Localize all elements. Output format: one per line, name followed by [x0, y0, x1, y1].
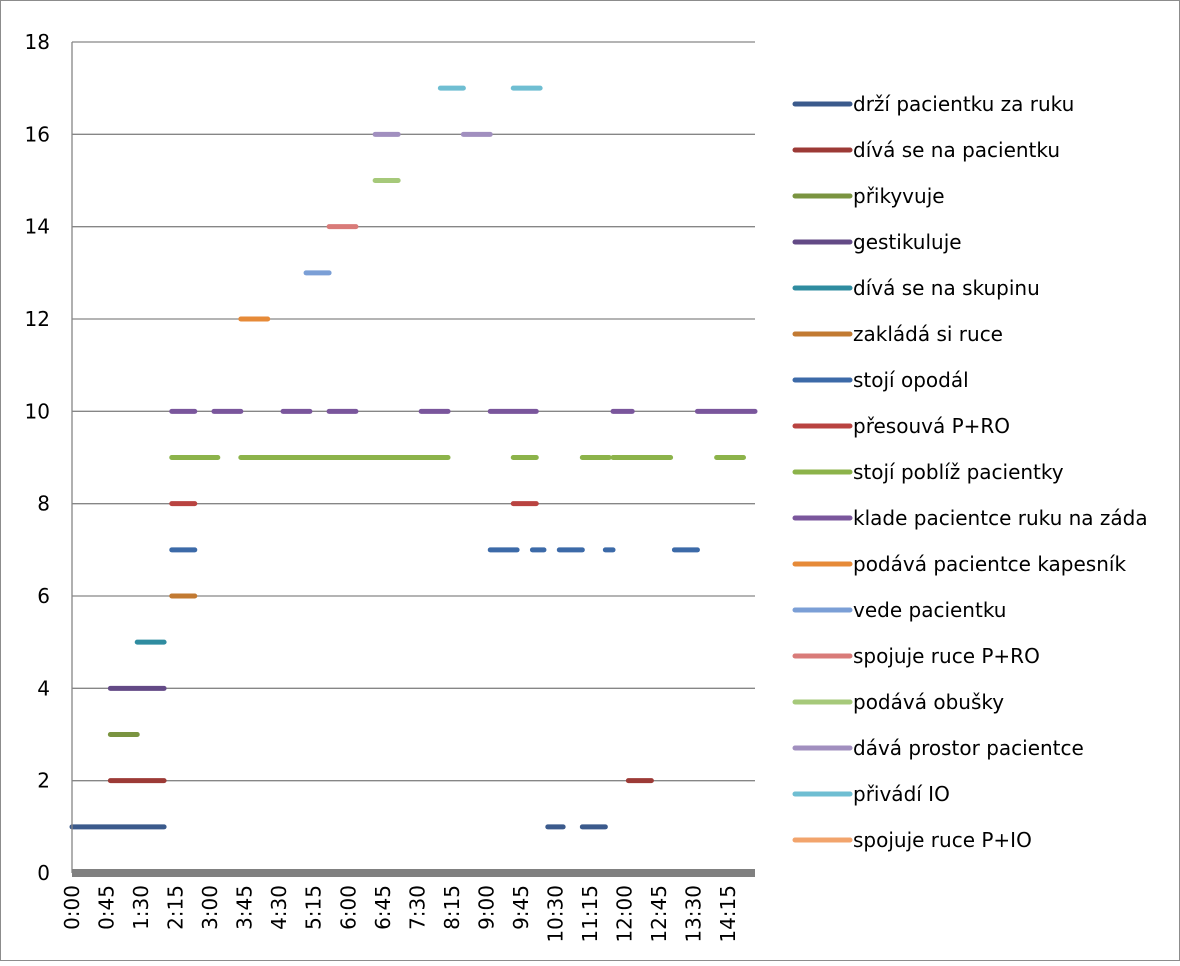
legend-label: spojuje ruce P+RO: [853, 644, 1040, 668]
y-tick-label: 10: [25, 399, 50, 423]
x-tick-label: 0:00: [60, 885, 84, 930]
x-tick-label: 5:15: [302, 885, 326, 930]
legend-label: podává pacientce kapesník: [853, 552, 1126, 576]
y-tick-label: 8: [37, 492, 50, 516]
x-tick-label: 9:45: [509, 885, 533, 930]
legend-label: drží pacientku za ruku: [853, 92, 1074, 116]
x-tick-label: 8:15: [440, 885, 464, 930]
x-tick-label: 10:30: [543, 885, 567, 943]
legend-label: stojí poblíž pacientky: [853, 460, 1064, 484]
legend-label: klade pacientce ruku na záda: [853, 506, 1148, 530]
legend-label: spojuje ruce P+IO: [853, 828, 1032, 852]
x-tick-label: 6:45: [371, 885, 395, 930]
x-tick-label: 7:30: [405, 885, 429, 930]
legend-label: dívá se na skupinu: [853, 276, 1040, 300]
x-tick-label: 14:15: [716, 885, 740, 943]
y-tick-label: 0: [37, 861, 50, 885]
x-tick-label: 2:15: [164, 885, 188, 930]
legend-label: zakládá si ruce: [853, 322, 1003, 346]
legend: drží pacientku za ruku dívá se na pacient…: [792, 92, 1148, 852]
x-axis-line: [72, 869, 755, 877]
y-tick-label: 14: [25, 215, 50, 239]
x-tick-label: 3:00: [198, 885, 222, 930]
x-axis-tick-labels: 0:00 0:45 1:30 2:15 3:00 3:45 4:30 5:15 6:00 6:45…: [60, 885, 740, 943]
x-tick-label: 4:30: [267, 885, 291, 930]
y-tick-label: 18: [25, 30, 50, 54]
legend-label: přikyvuje: [853, 184, 945, 208]
series-segments: [69, 85, 758, 830]
y-axis-tick-labels: 0 2 4 6 8 10 12 14 16 18: [25, 30, 50, 885]
legend-label: gestikuluje: [853, 230, 962, 254]
axes: [71, 42, 755, 877]
y-tick-label: 2: [37, 769, 50, 793]
x-tick-label: 11:15: [578, 885, 602, 943]
legend-label: stojí opodál: [853, 368, 969, 392]
x-tick-label: 13:30: [682, 885, 706, 943]
legend-label: přesouvá P+RO: [853, 414, 1010, 438]
y-tick-label: 6: [37, 584, 50, 608]
legend-label: dává prostor pacientce: [853, 736, 1084, 760]
y-tick-label: 12: [25, 307, 50, 331]
legend-label: podává obušky: [853, 690, 1004, 714]
x-tick-label: 3:45: [233, 885, 257, 930]
legend-label: vede pacientku: [853, 598, 1006, 622]
x-tick-label: 9:00: [474, 885, 498, 930]
x-tick-label: 1:30: [129, 885, 153, 930]
y-tick-label: 16: [25, 122, 50, 146]
y-tick-label: 4: [37, 676, 50, 700]
x-tick-label: 6:00: [336, 885, 360, 930]
legend-label: přivádí IO: [853, 782, 950, 806]
x-tick-label: 12:00: [613, 885, 637, 943]
legend-label: dívá se na pacientku: [853, 138, 1060, 162]
x-tick-label: 12:45: [647, 885, 671, 943]
x-tick-label: 0:45: [95, 885, 119, 930]
